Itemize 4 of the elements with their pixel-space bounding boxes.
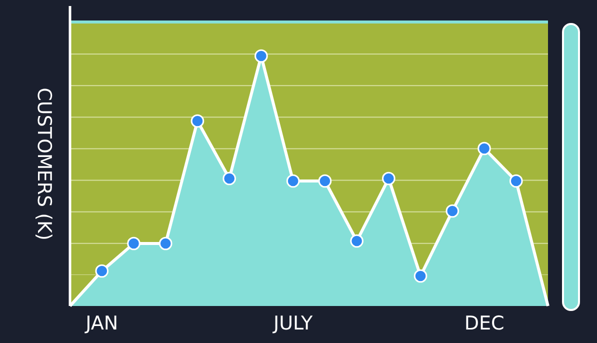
x-tick-label: JAN xyxy=(84,312,118,334)
x-tick-label: JULY xyxy=(272,312,314,334)
y-axis-title: CUSTOMERS (K) xyxy=(33,88,55,240)
x-tick-label: DEC xyxy=(464,312,504,334)
